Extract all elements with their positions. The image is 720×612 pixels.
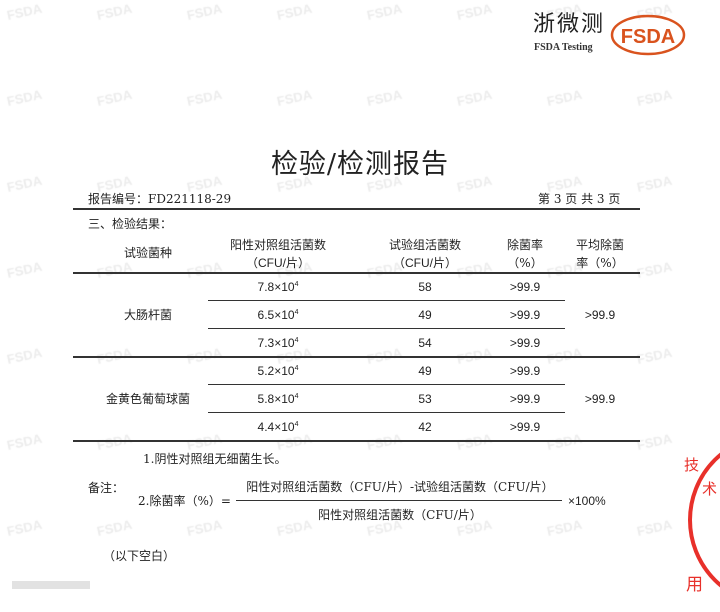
- header-positive: 阳性对照组活菌数 （CFU/片）: [229, 238, 326, 270]
- section-heading: 三、检验结果：: [88, 217, 173, 231]
- cell-removal-rate: >99.9: [509, 308, 541, 322]
- table-row-divider: [208, 412, 565, 413]
- header-divider: [73, 208, 640, 210]
- fsda-logo-badge: FSDA: [610, 14, 686, 56]
- cell-removal-rate: >99.9: [509, 336, 541, 350]
- cell-positive-count: 6.5×104: [257, 308, 299, 322]
- formula-suffix: ×100%: [568, 494, 606, 508]
- header-rate: 除菌率 （%）: [506, 238, 543, 270]
- cell-average-rate: >99.9: [584, 308, 616, 322]
- cell-removal-rate: >99.9: [509, 392, 541, 406]
- blank-note: （以下空白）: [103, 549, 176, 563]
- page-info: 第 3 页 共 3 页: [538, 192, 621, 206]
- cell-positive-count: 7.3×104: [257, 336, 299, 350]
- table-row-divider: [73, 356, 640, 358]
- cell-species: 大肠杆菌: [123, 308, 172, 322]
- cell-test-count: 49: [418, 308, 432, 322]
- note-1: 1.阴性对照组无细菌生长。: [143, 452, 287, 466]
- cell-positive-count: 5.2×104: [257, 364, 299, 378]
- cell-species: 金黄色葡萄球菌: [105, 392, 190, 406]
- official-stamp: 技 术 用: [684, 452, 720, 595]
- logo-company-english: FSDA Testing: [534, 42, 593, 53]
- cell-average-rate: >99.9: [584, 392, 616, 406]
- notes-label: 备注：: [88, 481, 125, 495]
- table-header-line: [73, 272, 640, 274]
- logo-company-name: 浙微测: [533, 12, 606, 37]
- header-species: 试验菌种: [123, 246, 172, 260]
- cell-test-count: 49: [418, 364, 432, 378]
- blurred-credit: [12, 581, 90, 589]
- formula-fraction-bar: [236, 500, 562, 501]
- svg-text:技: 技: [684, 456, 699, 474]
- cell-test-count: 53: [418, 392, 432, 406]
- cell-removal-rate: >99.9: [509, 364, 541, 378]
- svg-text:用: 用: [686, 575, 703, 595]
- formula-numerator: 阳性对照组活菌数（CFU/片）-试验组活菌数（CFU/片）: [246, 480, 554, 494]
- header-test: 试验组活菌数 （CFU/片）: [388, 238, 461, 270]
- formula-denominator: 阳性对照组活菌数（CFU/片）: [318, 508, 482, 522]
- cell-test-count: 54: [418, 336, 432, 350]
- svg-text:术: 术: [702, 480, 717, 498]
- table-row-divider: [208, 384, 565, 385]
- table-row-divider: [208, 328, 565, 329]
- logo-badge-text: FSDA: [621, 26, 675, 48]
- cell-removal-rate: >99.9: [509, 280, 541, 294]
- page-title: 检验/检测报告: [270, 149, 450, 180]
- table-row-divider: [73, 440, 640, 442]
- note-2-prefix: 2.除菌率（%）=: [138, 494, 231, 508]
- cell-test-count: 58: [418, 280, 432, 294]
- cell-positive-count: 7.8×104: [257, 280, 299, 294]
- report-number: 报告编号：FD221118-29: [88, 192, 232, 206]
- cell-positive-count: 5.8×104: [257, 392, 299, 406]
- cell-test-count: 42: [418, 420, 432, 434]
- table-row-divider: [208, 300, 565, 301]
- cell-removal-rate: >99.9: [509, 420, 541, 434]
- cell-positive-count: 4.4×104: [257, 420, 299, 434]
- header-average: 平均除菌 率（%）: [575, 238, 624, 270]
